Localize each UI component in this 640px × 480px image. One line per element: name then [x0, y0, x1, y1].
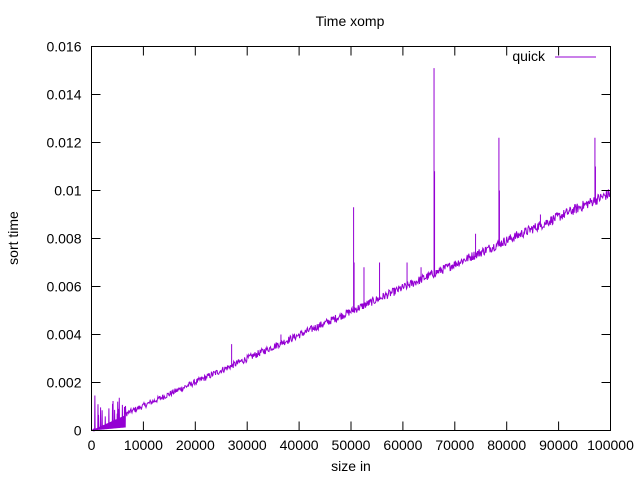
x-tick-label: 40000 [280, 437, 319, 453]
series-line-quick [91, 68, 611, 432]
y-tick-label: 0.008 [46, 231, 81, 247]
x-tick-label: 90000 [539, 437, 578, 453]
y-tick-label: 0.014 [46, 87, 81, 103]
y-tick-label: 0.01 [54, 183, 81, 199]
y-tick-label: 0.012 [46, 135, 81, 151]
x-axis-label: size in [331, 458, 371, 474]
y-tick-label: 0.016 [46, 39, 81, 55]
y-tick-label: 0.004 [46, 327, 81, 343]
x-tick-label: 70000 [435, 437, 474, 453]
x-tick-label: 50000 [332, 437, 371, 453]
x-tick-label: 30000 [228, 437, 267, 453]
axis-frame [91, 46, 611, 431]
x-tick-label: 0 [88, 437, 96, 453]
x-tick-label: 100000 [587, 437, 634, 453]
x-tick-label: 10000 [124, 437, 163, 453]
legend-label-quick: quick [512, 48, 546, 64]
y-tick-label: 0.006 [46, 279, 81, 295]
y-tick-label: 0 [74, 423, 82, 439]
y-axis-label: sort time [5, 211, 21, 265]
plot-area [91, 68, 611, 432]
y-tick-label: 0.002 [46, 375, 81, 391]
y-axis-ticks: 0 0.002 0.004 0.006 0.008 0.01 0.012 0.014 0.016 [46, 39, 611, 439]
x-tick-label: 80000 [487, 437, 526, 453]
x-axis-ticks: 0 10000 20000 30000 40000 50000 60000 70000 8000… [88, 46, 634, 453]
x-tick-label: 20000 [176, 437, 215, 453]
chart-title: Time xomp [316, 13, 385, 29]
x-tick-label: 60000 [383, 437, 422, 453]
legend: quick [512, 48, 596, 64]
